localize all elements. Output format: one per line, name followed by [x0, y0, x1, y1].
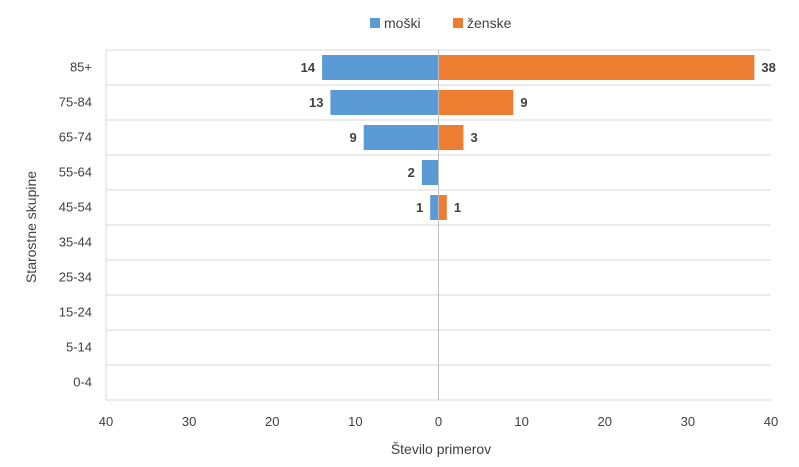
y-tick-label: 35-44: [59, 235, 92, 250]
y-axis-title: Starostne skupine: [23, 171, 39, 283]
bar-female: [438, 55, 755, 80]
data-label-female: 38: [761, 60, 775, 75]
x-tick-label: 20: [265, 414, 279, 429]
bar-male: [330, 90, 439, 115]
bar-male: [363, 125, 439, 150]
bar-female: [438, 195, 447, 220]
y-tick-label: 55-64: [59, 165, 92, 180]
bar-male: [421, 160, 439, 185]
y-tick-label: 25-34: [59, 270, 92, 285]
x-tick-label: 20: [598, 414, 612, 429]
x-tick-label: 40: [764, 414, 778, 429]
x-tick-label: 10: [514, 414, 528, 429]
x-axis-title: Število primerov: [391, 441, 491, 457]
data-label-female: 1: [454, 200, 461, 215]
data-label-male: 14: [301, 60, 316, 75]
y-tick-label: 85+: [70, 60, 92, 75]
x-tick-labels: 40 30 20 10 0 10 20 30 40: [99, 414, 778, 429]
bars-group: [322, 55, 755, 220]
legend-label-male: moški: [384, 15, 421, 31]
y-tick-label: 65-74: [59, 130, 92, 145]
x-tick-label: 40: [99, 414, 113, 429]
data-label-male: 13: [309, 95, 323, 110]
bar-male: [322, 55, 439, 80]
legend-label-female: ženske: [467, 15, 512, 31]
y-tick-label: 15-24: [59, 305, 92, 320]
data-labels-group: 14 38 13 9 9 3 2 1 1: [301, 60, 776, 215]
x-tick-label: 0: [435, 414, 442, 429]
data-label-male: 1: [416, 200, 423, 215]
bar-female: [438, 125, 464, 150]
y-tick-labels: 85+ 75-84 65-74 55-64 45-54 35-44 25-34 15-24 5-…: [59, 60, 92, 390]
data-label-female: 3: [470, 130, 477, 145]
x-tick-label: 30: [681, 414, 695, 429]
legend-swatch-male: [370, 18, 380, 28]
data-label-male: 2: [408, 165, 415, 180]
y-tick-label: 75-84: [59, 95, 92, 110]
data-label-female: 9: [520, 95, 527, 110]
y-tick-label: 45-54: [59, 200, 92, 215]
legend-swatch-female: [453, 18, 463, 28]
bar-male: [430, 195, 439, 220]
data-label-male: 9: [349, 130, 356, 145]
x-tick-label: 30: [182, 414, 196, 429]
y-tick-label: 0-4: [73, 375, 92, 390]
y-tick-label: 5-14: [66, 340, 92, 355]
legend: moški ženske: [370, 15, 512, 31]
x-tick-label: 10: [348, 414, 362, 429]
bar-female: [438, 90, 514, 115]
